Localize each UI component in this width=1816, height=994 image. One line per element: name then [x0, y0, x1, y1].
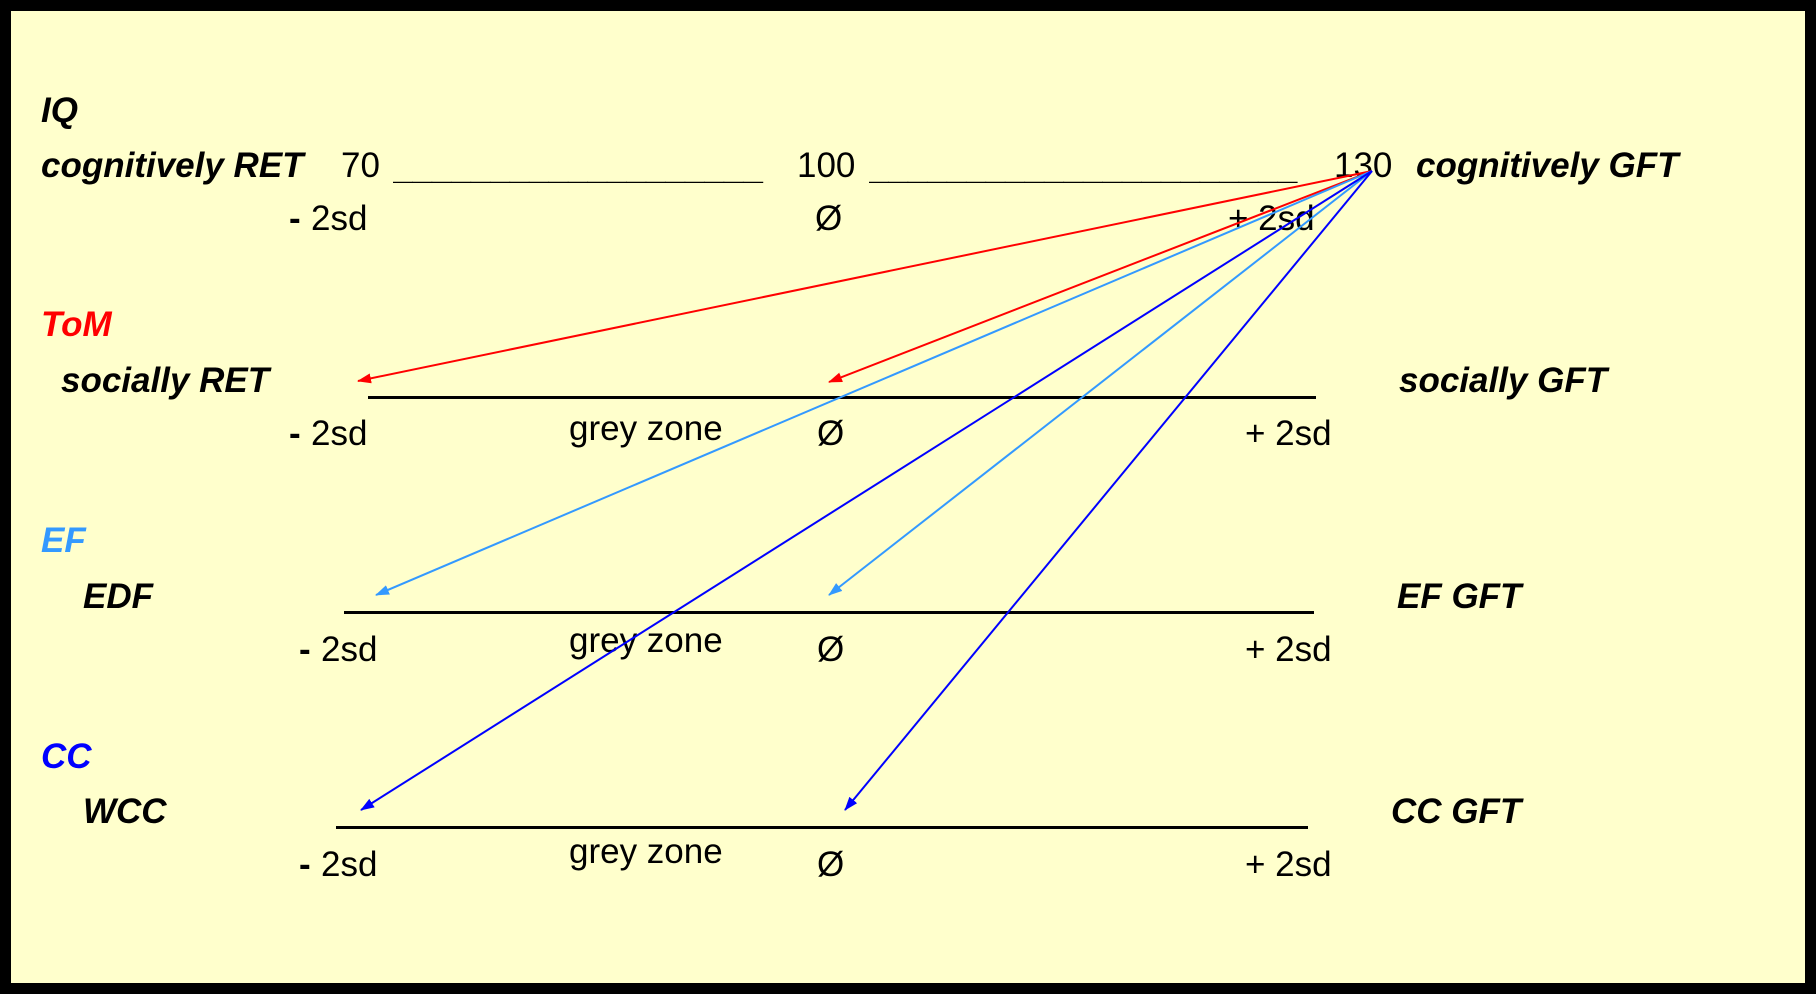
cc-grey-zone: grey zone: [569, 832, 723, 871]
arrow-iq-to-tom-minus2sd: [357, 170, 1373, 384]
ef-right-label: EF GFT: [1397, 577, 1522, 616]
iq-left-label: cognitively RET: [41, 146, 304, 185]
arrow-iq-to-cc-minus2sd: [360, 170, 1373, 811]
tom-minus-sign: -: [289, 414, 301, 453]
cc-scale-line: [336, 826, 1308, 829]
iq-underscores-right: ______________________: [869, 148, 1298, 183]
ef-plus-sd: + 2sd: [1245, 630, 1332, 669]
cc-minus-sd: 2sd: [321, 845, 378, 884]
arrow-iq-to-tom-mean: [828, 170, 1373, 383]
tom-minus-sd: 2sd: [311, 414, 368, 453]
cc-heading: CC: [41, 737, 92, 776]
arrow-iq-to-cc-mean: [844, 170, 1373, 811]
iq-underscores-left: ___________________: [393, 148, 763, 183]
iq-mean-symbol: Ø: [815, 199, 843, 238]
arrow-iq-to-ef-minus2sd: [375, 170, 1373, 596]
ef-heading: EF: [41, 521, 86, 560]
cc-mean-symbol: Ø: [817, 845, 845, 884]
ef-minus-sd: 2sd: [321, 630, 378, 669]
tom-grey-zone: grey zone: [569, 409, 723, 448]
iq-scale-100: 100: [797, 146, 856, 185]
cc-left-label: WCC: [83, 792, 167, 831]
tom-left-label: socially RET: [61, 361, 270, 400]
ef-mean-symbol: Ø: [817, 630, 845, 669]
iq-plus-sd: + 2sd: [1228, 199, 1315, 238]
arrow-iq-to-ef-mean: [828, 170, 1373, 596]
cc-right-label: CC GFT: [1391, 792, 1522, 831]
iq-minus-sd: 2sd: [311, 199, 368, 238]
cc-minus-sign: -: [299, 845, 311, 884]
tom-right-label: socially GFT: [1399, 361, 1608, 400]
iq-scale-70: 70: [341, 146, 380, 185]
tom-mean-symbol: Ø: [817, 414, 845, 453]
iq-minus-sign: -: [289, 199, 301, 238]
ef-scale-line: [344, 611, 1314, 614]
iq-heading: IQ: [41, 91, 78, 130]
ef-minus-sign: -: [299, 630, 311, 669]
ef-left-label: EDF: [83, 577, 153, 616]
arrows-layer: [357, 170, 1373, 811]
tom-heading: ToM: [41, 305, 112, 344]
iq-right-label: cognitively GFT: [1416, 146, 1679, 185]
tom-plus-sd: + 2sd: [1245, 414, 1332, 453]
cc-plus-sd: + 2sd: [1245, 845, 1332, 884]
